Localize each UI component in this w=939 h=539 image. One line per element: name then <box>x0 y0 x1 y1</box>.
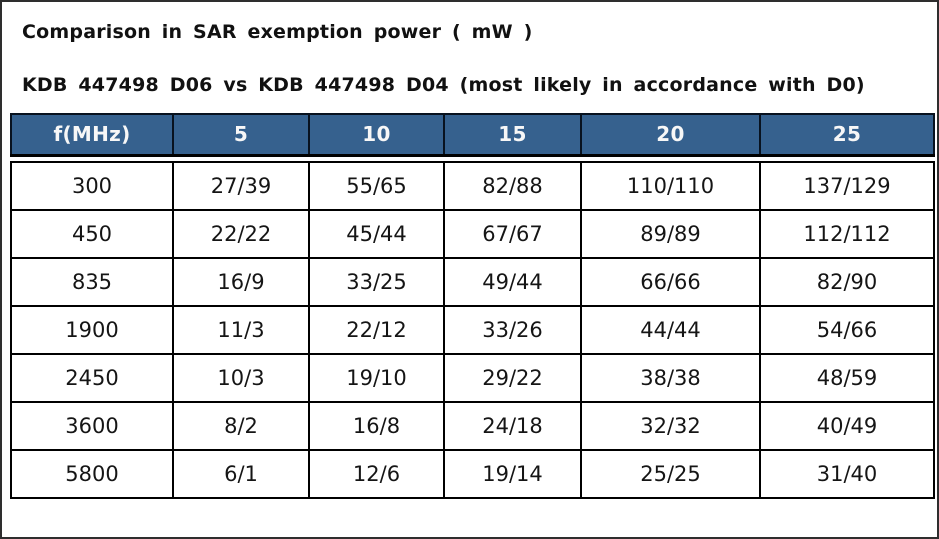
sar-exemption-table: f(MHz) 5 10 15 20 25 300 27/39 55/65 82/… <box>10 113 935 499</box>
data-cell: 55/65 <box>308 161 445 211</box>
data-cell: 48/59 <box>759 353 935 403</box>
data-cell: 27/39 <box>172 161 310 211</box>
data-cell: 29/22 <box>443 353 582 403</box>
table-row-3600: 3600 8/2 16/8 24/18 32/32 40/49 <box>10 401 935 451</box>
column-header-frequency: f(MHz) <box>10 113 174 157</box>
frequency-cell: 3600 <box>10 401 174 451</box>
table-row-1900: 1900 11/3 22/12 33/26 44/44 54/66 <box>10 305 935 355</box>
data-cell: 112/112 <box>759 209 935 259</box>
table-row-5800: 5800 6/1 12/6 19/14 25/25 31/40 <box>10 449 935 499</box>
data-cell: 19/10 <box>308 353 445 403</box>
data-cell: 66/66 <box>580 257 761 307</box>
data-cell: 33/25 <box>308 257 445 307</box>
data-cell: 25/25 <box>580 449 761 499</box>
frequency-cell: 450 <box>10 209 174 259</box>
data-cell: 137/129 <box>759 161 935 211</box>
frequency-cell: 300 <box>10 161 174 211</box>
data-cell: 22/12 <box>308 305 445 355</box>
data-cell: 16/9 <box>172 257 310 307</box>
data-cell: 49/44 <box>443 257 582 307</box>
title-block: Comparison in SAR exemption power ( mW )… <box>2 2 937 97</box>
data-cell: 33/26 <box>443 305 582 355</box>
header-gap <box>11 155 934 162</box>
report-title: Comparison in SAR exemption power ( mW ) <box>22 21 533 43</box>
data-cell: 110/110 <box>580 161 761 211</box>
column-header-5: 5 <box>172 113 310 157</box>
data-cell: 6/1 <box>172 449 310 499</box>
data-cell: 45/44 <box>308 209 445 259</box>
data-cell: 54/66 <box>759 305 935 355</box>
table-row-835: 835 16/9 33/25 49/44 66/66 82/90 <box>10 257 935 307</box>
table-row-2450: 2450 10/3 19/10 29/22 38/38 48/59 <box>10 353 935 403</box>
frequency-cell: 2450 <box>10 353 174 403</box>
column-header-15: 15 <box>443 113 582 157</box>
data-cell: 82/90 <box>759 257 935 307</box>
column-header-25: 25 <box>759 113 935 157</box>
column-header-10: 10 <box>308 113 445 157</box>
data-cell: 40/49 <box>759 401 935 451</box>
data-cell: 16/8 <box>308 401 445 451</box>
data-cell: 12/6 <box>308 449 445 499</box>
frequency-cell: 5800 <box>10 449 174 499</box>
data-cell: 11/3 <box>172 305 310 355</box>
data-cell: 22/22 <box>172 209 310 259</box>
column-header-20: 20 <box>580 113 761 157</box>
data-cell: 8/2 <box>172 401 310 451</box>
data-cell: 67/67 <box>443 209 582 259</box>
table-row-300: 300 27/39 55/65 82/88 110/110 137/129 <box>10 161 935 211</box>
header-row: f(MHz) 5 10 15 20 25 <box>10 113 935 157</box>
data-cell: 19/14 <box>443 449 582 499</box>
data-cell: 10/3 <box>172 353 310 403</box>
frequency-cell: 1900 <box>10 305 174 355</box>
data-cell: 89/89 <box>580 209 761 259</box>
data-cell: 32/32 <box>580 401 761 451</box>
data-cell: 24/18 <box>443 401 582 451</box>
report-subtitle: KDB 447498 D06 vs KDB 447498 D04 (most l… <box>22 74 865 96</box>
data-cell: 31/40 <box>759 449 935 499</box>
data-cell: 44/44 <box>580 305 761 355</box>
frequency-cell: 835 <box>10 257 174 307</box>
table-row-450: 450 22/22 45/44 67/67 89/89 112/112 <box>10 209 935 259</box>
data-cell: 82/88 <box>443 161 582 211</box>
data-cell: 38/38 <box>580 353 761 403</box>
